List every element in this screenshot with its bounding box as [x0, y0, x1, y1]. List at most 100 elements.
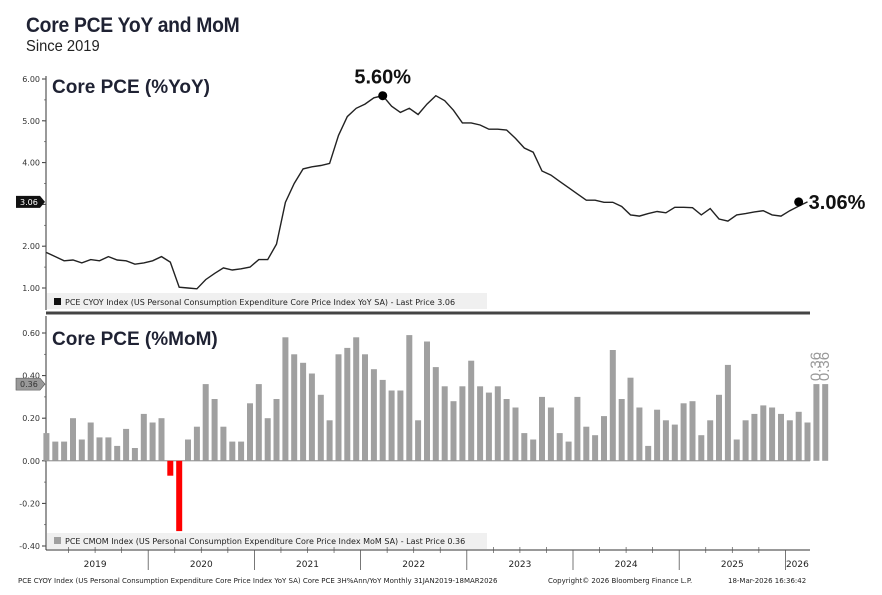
mom-bar — [512, 407, 519, 461]
year-label: 2026 — [786, 560, 809, 570]
mom-bar — [485, 392, 492, 461]
year-label: 2019 — [84, 560, 107, 570]
year-label: 2021 — [296, 560, 319, 570]
mom-bar — [662, 420, 669, 461]
mom-bar — [78, 439, 85, 461]
mom-bar — [601, 416, 607, 461]
mom-bar — [742, 420, 749, 461]
mom-bar — [751, 413, 758, 461]
yoy-legend-box — [47, 293, 487, 309]
mom-value-labels: 0.360.36 — [807, 352, 833, 381]
mom-tick-label: -0.20 — [19, 499, 40, 508]
mom-last-price-value: 0.36 — [20, 380, 38, 389]
mom-bar — [176, 460, 183, 532]
mom-bar — [370, 369, 377, 461]
mom-bar — [769, 407, 776, 461]
mom-bar — [291, 354, 298, 461]
mom-bar — [379, 379, 386, 461]
mom-y-ticks: -0.40 -0.20 0.00 0.20 0.40 0.60 — [19, 329, 46, 551]
year-label: 2023 — [508, 560, 531, 570]
yoy-last-price-tag: 3.06 — [16, 195, 45, 208]
mom-bar — [247, 403, 253, 461]
mom-bar — [70, 418, 76, 461]
mom-bar-value-label: 0.36 — [816, 352, 833, 381]
mom-bar — [494, 386, 501, 461]
mom-bar — [503, 399, 510, 461]
mom-tick-label: 0.20 — [22, 414, 40, 423]
mom-bar — [52, 441, 59, 461]
mom-bar — [114, 445, 121, 461]
mom-bar — [415, 420, 422, 461]
mom-bar — [627, 377, 634, 461]
mom-bar — [822, 384, 829, 461]
mom-bar — [786, 420, 793, 461]
year-label: 2024 — [615, 560, 638, 570]
mom-bar — [565, 441, 572, 461]
mom-legend-swatch — [54, 537, 61, 544]
mom-bar — [202, 384, 209, 461]
mom-bar — [592, 435, 599, 461]
mom-bar-value-label: 0.36 — [807, 352, 824, 381]
annotation-dot — [378, 91, 388, 101]
mom-last-price-tag: 0.36 — [15, 377, 46, 391]
mom-tick-label: 0.60 — [22, 329, 40, 338]
mom-bar — [671, 424, 678, 461]
yoy-annotations: 5.60% 3.06% — [354, 67, 865, 214]
mom-bar — [264, 418, 271, 461]
mom-bar — [344, 347, 351, 461]
yoy-tick-label: 6.00 — [22, 75, 40, 84]
mom-panel-title: Core PCE (%MoM) — [52, 329, 218, 350]
mom-bar — [432, 367, 439, 461]
x-axis-year-labels: 2019 2020 2021 2022 2023 2024 2025 2026 — [84, 560, 809, 570]
mom-bar — [468, 360, 475, 461]
mom-panel: -0.40 -0.20 0.00 0.20 0.40 0.60 Core PCE (%Mo… — [15, 316, 833, 551]
yoy-panel-title: Core PCE (%YoY) — [52, 77, 210, 98]
mom-bar — [539, 396, 545, 461]
mom-bar — [760, 405, 767, 461]
mom-bar — [441, 386, 448, 461]
yoy-last-price-value: 3.06 — [20, 198, 38, 207]
mom-bar — [282, 337, 289, 461]
mom-bar — [123, 428, 130, 461]
mom-bar — [362, 354, 368, 461]
mom-bar — [724, 364, 731, 461]
yoy-tick-label: 5.00 — [22, 117, 40, 126]
mom-bar — [547, 407, 554, 461]
mom-bar — [220, 426, 227, 461]
mom-tick-label: 0.00 — [22, 457, 40, 466]
mom-bar — [185, 439, 191, 461]
mom-bar — [804, 422, 811, 461]
year-label: 2022 — [402, 560, 425, 570]
mom-bar — [716, 394, 722, 461]
mom-bar — [618, 399, 625, 461]
year-label: 2020 — [190, 560, 213, 570]
annotation-dot — [794, 197, 804, 207]
mom-bar — [211, 399, 218, 461]
footer-source: PCE CYOY Index (US Personal Consumption … — [18, 577, 498, 585]
mom-tick-label: 0.40 — [22, 372, 40, 381]
mom-bar — [778, 413, 784, 461]
mom-bar — [574, 396, 581, 461]
yoy-series-line — [46, 94, 808, 290]
mom-bar — [43, 433, 50, 461]
chart-title: Core PCE YoY and MoM — [26, 14, 240, 37]
mom-bar — [689, 401, 696, 461]
yoy-tick-label: 4.00 — [22, 159, 40, 168]
mom-bar — [326, 420, 333, 461]
mom-bar — [530, 439, 537, 461]
mom-bar — [61, 441, 68, 461]
mom-bar — [477, 386, 484, 461]
yoy-legend-swatch — [54, 298, 61, 305]
mom-bar — [335, 354, 342, 461]
mom-bar — [105, 437, 112, 461]
mom-bar — [167, 460, 174, 476]
mom-bar — [388, 390, 395, 461]
yoy-panel: 1.002.003.004.005.006.00 Core PCE (%YoY)… — [16, 67, 866, 310]
mom-bar — [406, 335, 413, 461]
mom-bar — [698, 435, 705, 461]
mom-bar — [813, 384, 820, 461]
mom-bar — [131, 448, 138, 461]
mom-bar — [229, 441, 236, 461]
mom-bar — [140, 413, 147, 461]
mom-bar — [308, 373, 315, 461]
